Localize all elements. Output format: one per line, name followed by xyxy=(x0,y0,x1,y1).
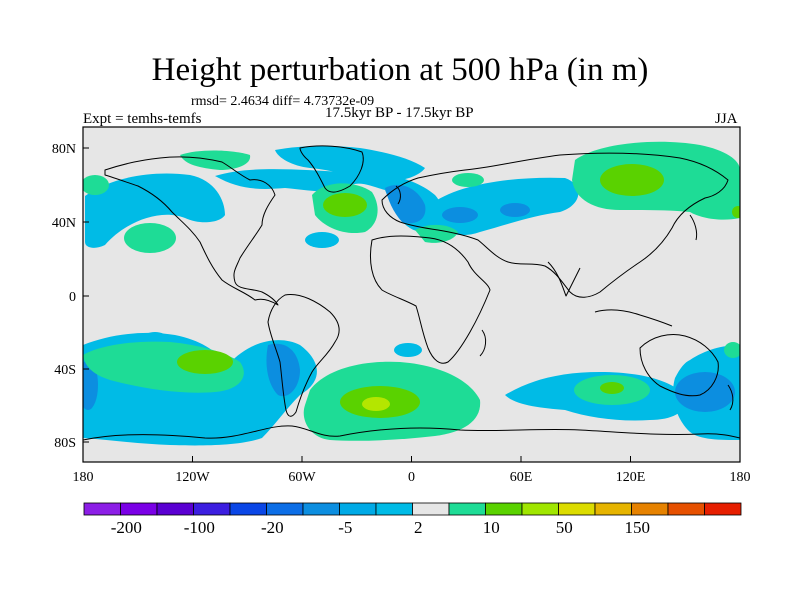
lon-label-60e: 60E xyxy=(510,470,533,485)
colorbar-label-neg200: -200 xyxy=(111,518,142,537)
south-atlantic-small-negative-cell xyxy=(394,343,422,357)
colorbar-label-10: 10 xyxy=(483,518,500,537)
eastern-edge-positive-cell xyxy=(724,342,740,358)
south-atlantic-strong-positive-core xyxy=(362,397,390,411)
lon-label-120e: 120E xyxy=(616,470,646,485)
colorbar-box xyxy=(448,502,486,516)
antarctica-coast xyxy=(83,425,740,441)
siberia-mid-positive-core xyxy=(600,164,664,196)
colorbar-box xyxy=(594,502,632,516)
india-coast xyxy=(547,261,581,297)
mid-positive-anomaly-fill xyxy=(177,164,740,418)
colorbar-box xyxy=(485,502,523,516)
period-label: 17.5kyr BP - 17.5kyr BP xyxy=(325,105,474,121)
colorbar-label-2: 2 xyxy=(414,518,423,537)
colorbar-label-150: 150 xyxy=(625,518,651,537)
colorbar-label-neg100: -100 xyxy=(184,518,215,537)
lat-label-40n: 40N xyxy=(52,216,76,231)
north-pacific-negative-region xyxy=(85,173,225,248)
experiment-label: Expt = temhs-temfs xyxy=(83,111,202,127)
madagascar-coast xyxy=(479,329,487,357)
colorbar-box xyxy=(266,502,304,516)
mediterranean-positive-region xyxy=(415,224,458,243)
lat-label-40s: 40S xyxy=(54,363,76,378)
south-america-coast xyxy=(267,293,340,417)
colorbar-box xyxy=(631,502,669,516)
eurasia-coast xyxy=(381,152,729,298)
colorbar-box xyxy=(521,502,559,516)
colorbar-label-50: 50 xyxy=(556,518,573,537)
north-america-coast xyxy=(104,156,279,306)
scandinavia-positive-cell xyxy=(452,173,484,187)
colorbar-box xyxy=(558,502,596,516)
map-title: Height perturbation at 500 hPa (in m) xyxy=(151,52,649,88)
lat-label-0: 0 xyxy=(69,290,76,305)
colorbar-box xyxy=(302,502,340,516)
north-atlantic-mid-positive-core xyxy=(323,193,367,217)
coastlines xyxy=(83,145,740,441)
colorbar-box xyxy=(339,502,377,516)
greenland-coast xyxy=(299,145,364,193)
japan-coast xyxy=(689,214,698,241)
north-atlantic-negative-region xyxy=(215,169,443,232)
longitude-labels: 180 120W 60W 0 60E 120E 180 xyxy=(73,470,751,485)
lon-label-0: 0 xyxy=(408,470,415,485)
map-plot-area xyxy=(83,127,740,462)
latitude-labels: 80N 40N 0 40S 80S xyxy=(52,142,76,451)
colorbar-box xyxy=(704,502,742,516)
africa-coast xyxy=(369,235,491,364)
season-label: JJA xyxy=(715,111,738,127)
north-pacific-positive-region xyxy=(124,223,176,253)
western-edge-positive-cell xyxy=(83,175,109,195)
south-pacific-mid-positive-core xyxy=(177,350,233,374)
colorbar-box xyxy=(156,502,194,516)
arctic-negative-region xyxy=(275,145,425,182)
lon-label-120w: 120W xyxy=(175,470,210,485)
lon-label-180w: 180 xyxy=(73,470,94,485)
lon-label-60w: 60W xyxy=(288,470,316,485)
colorbar-box xyxy=(83,502,121,516)
colorbar-label-neg5: -5 xyxy=(338,518,352,537)
longitude-axis xyxy=(82,456,741,462)
colorbar-box xyxy=(375,502,413,516)
atlantic-small-negative-cell xyxy=(305,232,339,248)
uk-coast xyxy=(395,185,401,205)
south-america-strong-negative-core xyxy=(266,343,300,397)
colorbar-labels: -200 -100 -20 -5 2 10 50 150 xyxy=(111,518,650,537)
latitude-axis xyxy=(83,147,89,443)
colorbar xyxy=(83,502,742,516)
indian-ocean-mid-positive-core xyxy=(600,382,624,394)
north-atlantic-strong-negative-core xyxy=(385,184,426,224)
lat-label-80n: 80N xyxy=(52,142,76,157)
colorbar-box xyxy=(412,502,450,516)
australia-coast xyxy=(639,334,719,397)
indonesia-coast xyxy=(594,309,673,327)
colorbar-box xyxy=(667,502,705,516)
colorbar-box xyxy=(120,502,158,516)
colorbar-label-neg20: -20 xyxy=(261,518,284,537)
stats-line: rmsd= 2.4634 diff= 4.73732e-09 xyxy=(191,94,375,109)
lat-label-80s: 80S xyxy=(54,436,76,451)
new-zealand-coast xyxy=(727,384,734,411)
eastern-edge-mid-positive-cell xyxy=(732,206,740,218)
asia-strong-negative-core xyxy=(500,203,530,217)
europe-strong-negative-core xyxy=(442,207,478,223)
lon-label-180e: 180 xyxy=(730,470,751,485)
colorbar-box xyxy=(229,502,267,516)
colorbar-box xyxy=(193,502,231,516)
